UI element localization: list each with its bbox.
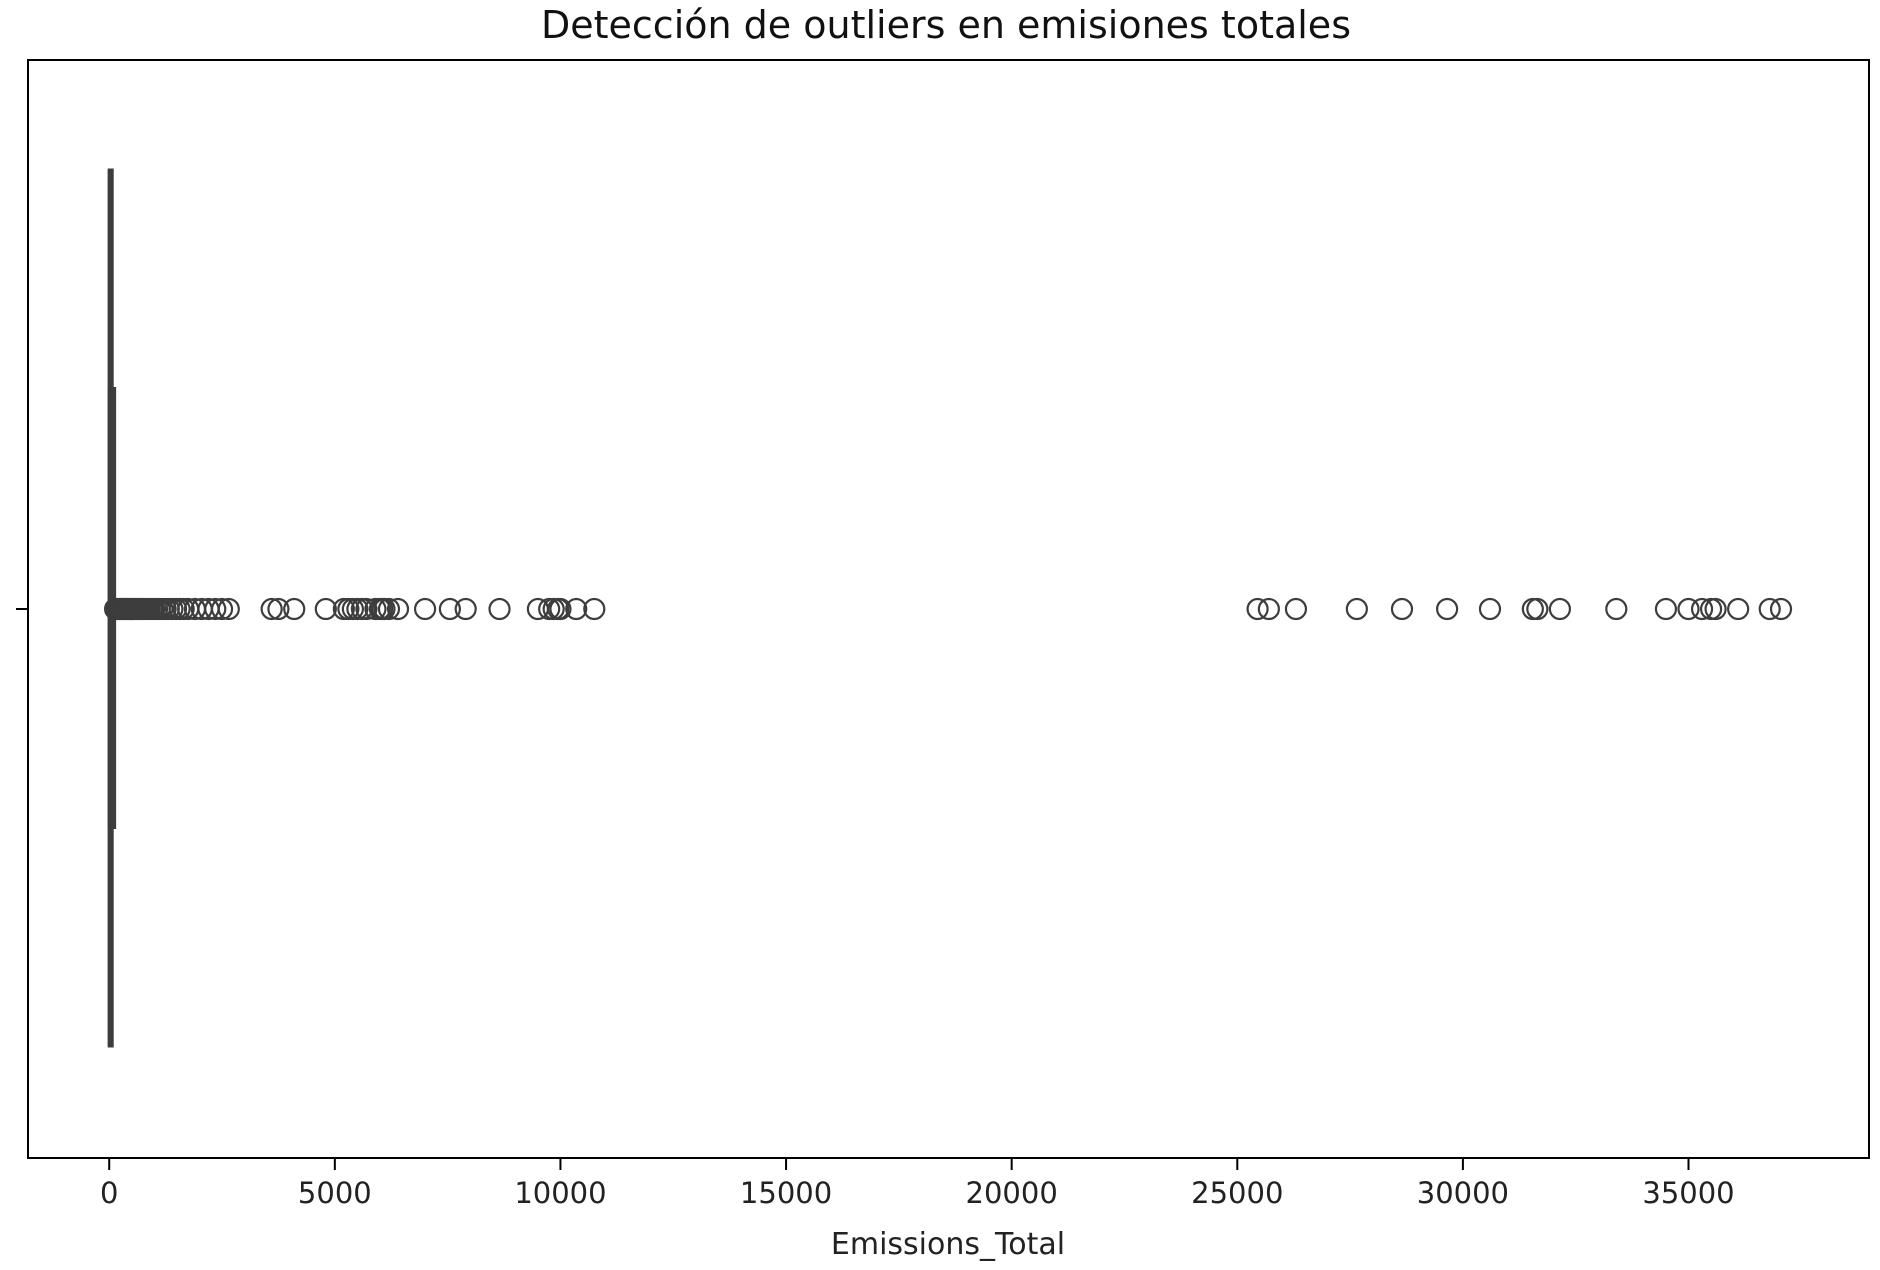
outlier-point (1345, 597, 1368, 621)
x-tick-label: 15000 (740, 1176, 832, 1210)
x-tick-label: 0 (100, 1176, 118, 1210)
x-axis-ticks: 0 5000 10000 15000 20000 25000 30000 35000 (100, 1158, 1735, 1210)
x-tick-label: 30000 (1417, 1176, 1509, 1210)
outlier-point (549, 597, 572, 621)
outlier-point (1246, 597, 1269, 621)
outlier-point (283, 597, 306, 621)
x-tick-label: 5000 (298, 1176, 372, 1210)
outlier-point (260, 597, 283, 621)
outlier-point (314, 597, 337, 621)
outlier-point (1436, 597, 1459, 621)
outlier-point (1257, 597, 1280, 621)
chart-title: Detección de outliers en emisiones total… (541, 3, 1351, 47)
outlier-point (1526, 597, 1549, 621)
outlier-point (454, 597, 477, 621)
outlier-point (1690, 597, 1714, 621)
outlier-point (386, 597, 410, 621)
outlier-point (1284, 597, 1308, 621)
outlier-point (565, 597, 588, 621)
outlier-point (1478, 597, 1502, 621)
outlier-point (1758, 597, 1781, 621)
outlier-point (583, 597, 606, 621)
outlier-point (1704, 597, 1727, 621)
outlier-point (438, 597, 461, 621)
outlier-point (217, 597, 240, 621)
outlier-point (355, 597, 378, 621)
x-tick-label: 35000 (1642, 1176, 1734, 1210)
outlier-point (1654, 597, 1678, 621)
outlier-point (1677, 597, 1700, 621)
outlier-point (1390, 597, 1414, 621)
outlier-point (1605, 597, 1628, 621)
outlier-point (1548, 597, 1572, 621)
outlier-point (204, 597, 227, 621)
x-axis-label: Emissions_Total (831, 1227, 1065, 1262)
outlier-points (103, 597, 1793, 621)
outlier-point (267, 597, 290, 621)
outlier-point (210, 597, 234, 621)
outlier-point (488, 597, 511, 621)
outlier-point (377, 597, 401, 621)
x-tick-label: 10000 (514, 1176, 606, 1210)
outlier-point (1769, 597, 1793, 621)
x-tick-label: 25000 (1191, 1176, 1283, 1210)
x-tick-label: 20000 (966, 1176, 1058, 1210)
outlier-point (413, 597, 437, 621)
outlier-point (1727, 597, 1750, 621)
